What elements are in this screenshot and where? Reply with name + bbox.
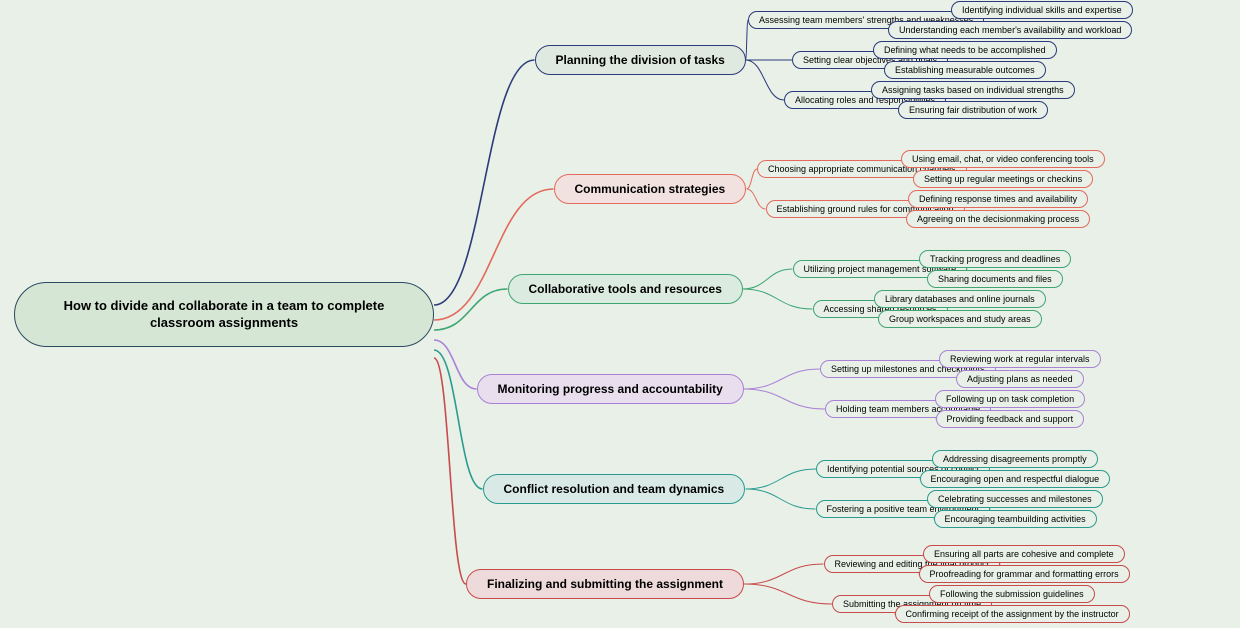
main-branch-node: Conflict resolution and team dynamics (483, 474, 746, 504)
leaf-node: Agreeing on the decisionmaking process (906, 210, 1090, 228)
main-branch-node: Collaborative tools and resources (508, 274, 743, 304)
leaf-node: Library databases and online journals (874, 290, 1046, 308)
leaf-node: Assigning tasks based on individual stre… (871, 81, 1075, 99)
leaf-node: Ensuring all parts are cohesive and comp… (923, 545, 1125, 563)
leaf-node: Defining response times and availability (908, 190, 1088, 208)
main-branch-node: Finalizing and submitting the assignment (466, 569, 744, 599)
leaf-node: Identifying individual skills and expert… (951, 1, 1133, 19)
leaf-node: Encouraging teambuilding activities (934, 510, 1097, 528)
leaf-node: Understanding each member's availability… (888, 21, 1132, 39)
main-branch-node: Monitoring progress and accountability (477, 374, 744, 404)
leaf-node: Providing feedback and support (936, 410, 1085, 428)
leaf-node: Confirming receipt of the assignment by … (895, 605, 1130, 623)
leaf-node: Tracking progress and deadlines (919, 250, 1071, 268)
leaf-node: Group workspaces and study areas (878, 310, 1042, 328)
leaf-node: Ensuring fair distribution of work (898, 101, 1048, 119)
leaf-node: Adjusting plans as needed (956, 370, 1084, 388)
leaf-node: Using email, chat, or video conferencing… (901, 150, 1105, 168)
leaf-node: Reviewing work at regular intervals (939, 350, 1101, 368)
leaf-node: Proofreading for grammar and formatting … (919, 565, 1130, 583)
leaf-node: Sharing documents and files (927, 270, 1063, 288)
main-branch-node: Planning the division of tasks (535, 45, 746, 75)
leaf-node: Following the submission guidelines (929, 585, 1095, 603)
leaf-node: Celebrating successes and milestones (927, 490, 1103, 508)
root-node: How to divide and collaborate in a team … (14, 282, 434, 347)
leaf-node: Addressing disagreements promptly (932, 450, 1098, 468)
main-branch-node: Communication strategies (554, 174, 747, 204)
leaf-node: Encouraging open and respectful dialogue (920, 470, 1111, 488)
leaf-node: Establishing measurable outcomes (884, 61, 1046, 79)
leaf-node: Setting up regular meetings or checkins (913, 170, 1093, 188)
leaf-node: Following up on task completion (935, 390, 1085, 408)
leaf-node: Defining what needs to be accomplished (873, 41, 1057, 59)
